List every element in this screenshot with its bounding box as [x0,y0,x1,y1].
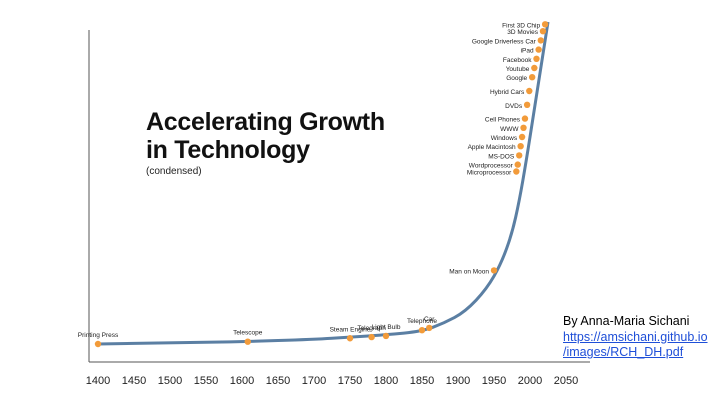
chart-title-line-1: Accelerating Growth [146,108,385,136]
x-tick-label: 1400 [86,375,110,387]
credit-link-line-1: https://amsichani.github.io [563,329,708,344]
milestone-marker [526,87,533,95]
milestone-label: Cell Phones [485,117,521,124]
milestone-label: Light Bulb [372,324,401,331]
milestone-label: Printing Press [78,332,119,339]
milestone-label: Telescope [233,330,263,337]
milestone-marker [539,28,547,35]
milestone-label: Man on Moon [449,268,489,275]
credit-link[interactable]: https://amsichani.github.io /images/RCH_… [563,330,720,361]
milestone-label: Facebook [503,57,532,64]
x-tick-label: 1900 [446,375,470,387]
credit-link-line-2: /images/RCH_DH.pdf [563,345,684,359]
milestone-label: WWW [500,126,519,133]
x-tick-labels: 1400 1450 1500 1550 1600 1650 1700 1750 1800 1850… [86,375,578,387]
milestone-label: Wordprocessor [469,163,514,170]
milestone-marker [537,37,544,44]
x-tick-label: 1550 [194,375,218,387]
milestone-label: Steam Engine [330,326,371,333]
milestone-marker [535,46,542,53]
x-tick-label: 1650 [266,375,290,387]
x-tick-label: 1950 [482,375,506,387]
milestone-label: iPad [521,48,534,55]
x-tick-label: 1800 [374,375,398,387]
milestone-marker [516,152,523,159]
milestone-label: Windows [491,135,518,142]
milestone-marker [368,333,375,341]
milestone-label: Youtube [506,66,530,73]
milestone-label: Car [424,316,435,323]
x-tick-label: 1500 [158,375,182,387]
x-tick-label: 2050 [554,375,578,387]
credit-box: By Anna-Maria Sichani https://amsichani.… [563,314,720,361]
x-tick-label: 1850 [410,375,434,387]
milestone-marker [490,267,498,274]
milestone-marker [514,161,521,168]
x-tick-label: 1600 [230,375,254,387]
chart-title-line-2: in Technology [146,136,310,164]
milestone-label: Google [506,75,527,82]
milestone-marker [523,101,531,109]
milestone-label: Google Driverless Car [472,38,537,45]
x-tick-label: 1750 [338,375,362,387]
milestone-marker [426,324,433,332]
milestone-label: MS-DOS [488,153,515,160]
milestone-marker [418,327,426,334]
milestone-marker [520,124,527,131]
milestone-marker [533,55,540,62]
milestone-marker [517,143,524,150]
chart-title: Accelerating Growth in Technology [146,108,385,164]
milestone-marker [346,335,354,342]
milestone-label: DVDs [505,103,523,110]
milestone-marker [518,133,526,141]
x-tick-label: 1700 [302,375,326,387]
milestone-marker [382,332,390,340]
x-tick-label: 1450 [122,375,146,387]
milestone-label: Hybrid Cars [490,89,525,96]
milestone-label: Telephone [407,318,437,325]
credit-author: By Anna-Maria Sichani [563,314,690,328]
milestone-marker [521,115,529,122]
milestone-marker [244,338,251,345]
milestone-labels: Printing Press Telescope Steam EngineTeleg… [78,22,541,339]
milestone-label: Apple Macintosh [468,144,516,151]
milestone-marker [541,21,549,28]
milestone-marker [513,168,520,175]
x-tick-label: 2000 [518,375,542,387]
chart-subtitle: (condensed) [146,166,202,177]
milestone-marker [531,64,538,72]
milestone-label: Microprocessor [467,170,512,177]
milestone-label: Telegraph [357,325,386,332]
milestone-marker [94,340,102,348]
milestone-label: First 3D Chip [502,22,540,29]
growth-curve [97,21,550,346]
milestone-markers [94,21,549,348]
milestone-label: 3D Movies [507,29,538,36]
milestone-marker [528,74,536,81]
